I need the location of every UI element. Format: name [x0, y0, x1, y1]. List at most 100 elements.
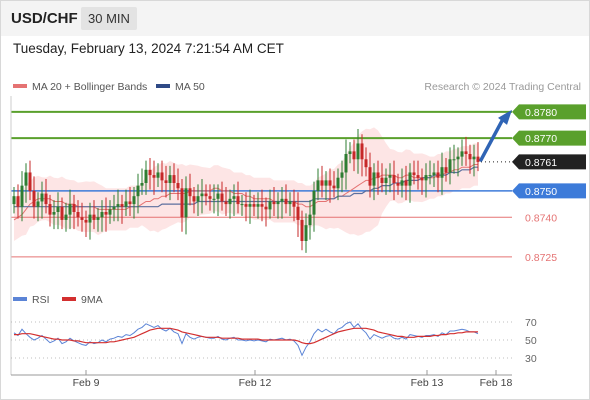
candle-body — [116, 204, 120, 207]
candle-body — [200, 193, 204, 197]
candle-body — [244, 204, 248, 207]
candle — [308, 200, 312, 240]
candle — [72, 194, 76, 230]
candle — [68, 189, 72, 230]
candle — [100, 200, 104, 232]
candle-body — [252, 204, 256, 207]
candle-body — [208, 196, 212, 199]
candle — [140, 168, 144, 195]
candle — [220, 181, 224, 211]
candle-body — [268, 201, 272, 210]
candle — [368, 152, 372, 198]
candle — [300, 210, 304, 251]
candle — [468, 144, 472, 174]
candle — [412, 160, 416, 185]
candle — [372, 163, 376, 201]
rsi-ma-legend-label: 9MA — [81, 294, 103, 306]
candle — [256, 192, 260, 219]
candle — [104, 197, 108, 232]
timeframe-button[interactable]: 30 MIN — [81, 7, 137, 30]
candle-body — [304, 225, 308, 241]
candle-body — [348, 151, 352, 154]
candle-body — [352, 151, 356, 160]
candle — [336, 168, 340, 201]
candle-body — [100, 212, 104, 218]
candle-body — [460, 151, 464, 157]
candle-body — [24, 172, 28, 186]
forecast-arrow-head — [498, 109, 512, 125]
candle-body — [344, 154, 348, 173]
candle — [464, 136, 468, 166]
candle — [392, 160, 396, 201]
candle-body — [256, 204, 260, 207]
candle — [272, 186, 276, 216]
candle-body — [472, 156, 476, 160]
candle-body — [424, 175, 428, 181]
candle — [148, 157, 152, 190]
candle — [248, 189, 252, 224]
candle — [324, 171, 328, 201]
candle-body — [172, 175, 176, 183]
candle — [236, 181, 240, 214]
candle-body — [420, 177, 424, 181]
candle — [332, 171, 336, 198]
candle — [196, 184, 200, 216]
candle-body — [32, 190, 36, 207]
candle-body — [364, 159, 368, 168]
candle — [200, 179, 204, 214]
candle-body — [72, 204, 76, 212]
candle — [436, 160, 440, 193]
candle — [32, 176, 36, 219]
candle — [376, 160, 380, 195]
level-label-1-bg — [512, 130, 586, 146]
candle-body — [192, 196, 196, 202]
candle-body — [188, 188, 192, 197]
level-label-2: 0.8750 — [525, 186, 557, 198]
candle-body — [168, 175, 172, 183]
candle — [304, 213, 308, 253]
candle — [28, 160, 32, 201]
candle — [96, 208, 100, 232]
candle-body — [308, 214, 312, 226]
candle — [232, 184, 236, 216]
rsi-tick-30: 30 — [525, 353, 537, 365]
candle-body — [360, 143, 364, 160]
candle-body — [240, 204, 244, 206]
candle-body — [96, 217, 100, 220]
candle — [252, 194, 256, 216]
candle — [476, 142, 480, 172]
candle-body — [184, 188, 188, 218]
candle — [448, 147, 452, 185]
candle — [452, 144, 456, 174]
level-label-4: 0.8725 — [525, 252, 557, 264]
candle — [108, 200, 112, 224]
candle-body — [292, 201, 296, 207]
candle — [192, 186, 196, 214]
candle-body — [312, 190, 316, 215]
candle-body — [296, 206, 300, 220]
candle — [396, 173, 400, 195]
candle-body — [276, 201, 280, 205]
candle — [48, 194, 52, 227]
level-label-1: 0.8770 — [525, 133, 557, 145]
candle — [352, 139, 356, 172]
ma20-legend-label: MA 20 + Bollinger Bands — [32, 81, 147, 93]
candle-body — [404, 180, 408, 186]
candle — [428, 160, 432, 185]
candle — [12, 186, 16, 214]
candle — [124, 189, 128, 216]
candle — [136, 173, 140, 214]
candle — [432, 163, 436, 187]
last-price-label: 0.8761 — [525, 157, 557, 169]
candle-body — [156, 172, 160, 178]
x-tick-label: Feb 9 — [73, 377, 100, 389]
candle — [404, 165, 408, 201]
candle-body — [236, 196, 240, 205]
candle-body — [356, 143, 360, 160]
candle-body — [320, 180, 324, 186]
candle — [76, 200, 80, 227]
candle-body — [300, 219, 304, 241]
candle — [456, 147, 460, 177]
candle-body — [148, 169, 152, 176]
